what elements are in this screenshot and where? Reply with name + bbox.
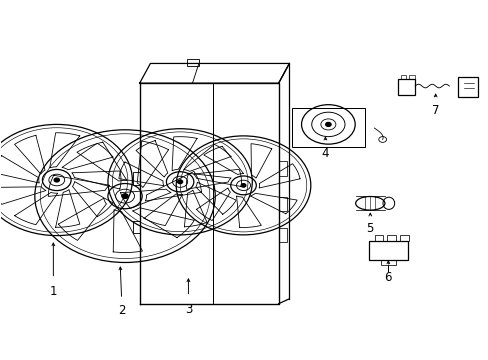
Text: 5: 5 bbox=[366, 222, 373, 235]
Circle shape bbox=[177, 180, 182, 184]
Bar bbox=[386, 235, 395, 241]
Text: 2: 2 bbox=[118, 305, 125, 318]
Circle shape bbox=[54, 178, 59, 182]
Circle shape bbox=[122, 194, 128, 198]
Bar bbox=[397, 79, 414, 95]
Bar bbox=[368, 241, 407, 260]
Bar bbox=[457, 77, 477, 97]
Bar bbox=[374, 235, 383, 241]
Text: 1: 1 bbox=[49, 285, 57, 298]
Bar bbox=[278, 197, 287, 211]
Bar bbox=[380, 260, 395, 265]
Text: 6: 6 bbox=[384, 271, 391, 284]
Bar bbox=[400, 75, 406, 79]
Bar bbox=[186, 59, 199, 66]
Bar bbox=[399, 235, 408, 241]
Bar bbox=[278, 161, 287, 176]
Text: 7: 7 bbox=[431, 104, 439, 117]
Bar bbox=[408, 75, 414, 79]
Bar bbox=[278, 228, 287, 242]
Bar bbox=[133, 221, 140, 233]
Bar bbox=[133, 172, 140, 185]
Circle shape bbox=[325, 122, 330, 126]
Text: 3: 3 bbox=[184, 303, 192, 316]
Text: 4: 4 bbox=[321, 147, 328, 159]
Circle shape bbox=[241, 184, 245, 187]
